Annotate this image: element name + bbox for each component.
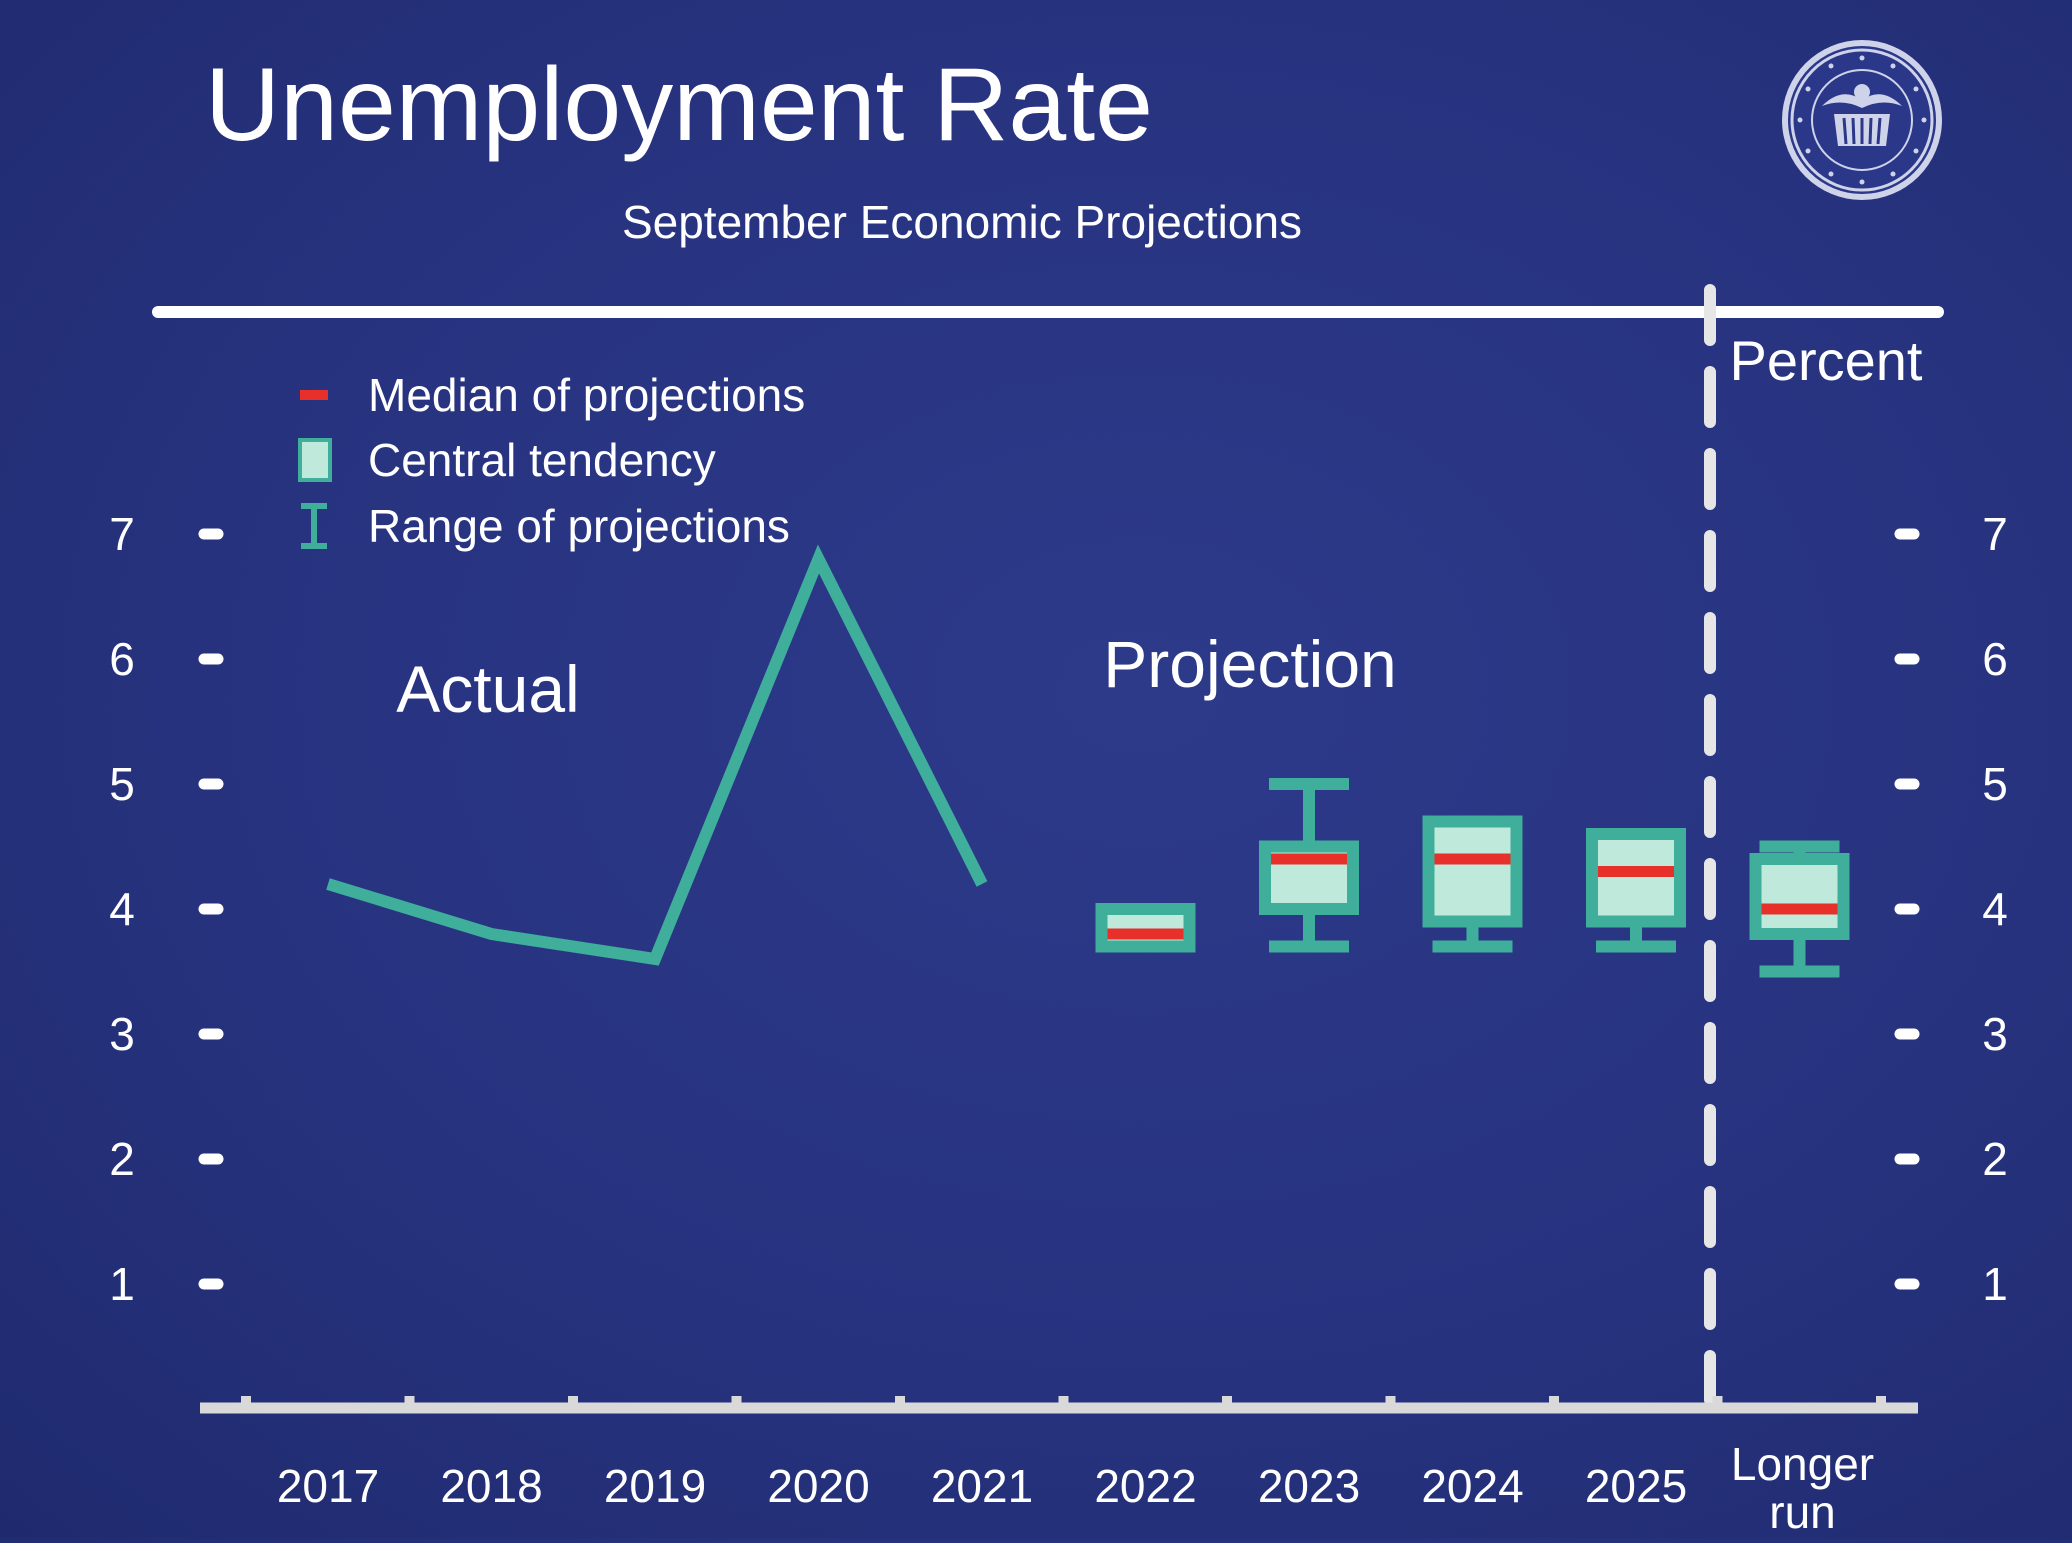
chart-subtitle: September Economic Projections — [622, 196, 1302, 248]
y-tick-label-right: 4 — [1982, 883, 2008, 935]
projection-box-longer-run — [1756, 847, 1844, 972]
projection-series — [1102, 784, 1844, 972]
x-axis: 2017 2018 2019 2020 2021 2022 2023 2024 2025 Long… — [200, 1396, 1918, 1538]
y-tick-label-left: 3 — [109, 1008, 135, 1060]
central-tendency-box — [1429, 822, 1517, 922]
y-tick-label-left: 7 — [109, 508, 135, 560]
x-tick-label: 2021 — [931, 1460, 1033, 1512]
x-tick-label: 2025 — [1585, 1460, 1687, 1512]
y-tick-label-left: 5 — [109, 758, 135, 810]
x-tick-label: 2023 — [1258, 1460, 1360, 1512]
legend-item-median: Median of projections — [300, 369, 805, 421]
central-tendency-swatch-icon — [300, 440, 330, 480]
legend: Median of projections Central tendency Ran… — [300, 369, 805, 552]
y-tick-label-right: 3 — [1982, 1008, 2008, 1060]
y-tick-label-right: 7 — [1982, 508, 2008, 560]
chart-title: Unemployment Rate — [205, 47, 1153, 163]
y-axis-left: 1 2 3 4 5 6 7 — [109, 508, 218, 1310]
y-tick-label-right: 6 — [1982, 633, 2008, 685]
federal-reserve-seal-icon — [1782, 40, 1942, 200]
projection-box-2024 — [1429, 822, 1517, 947]
legend-label: Range of projections — [368, 500, 790, 552]
y-tick-label-right: 2 — [1982, 1133, 2008, 1185]
projection-box-2025 — [1592, 834, 1680, 947]
projection-section-label: Projection — [1103, 627, 1397, 701]
x-tick-label: 2024 — [1421, 1460, 1523, 1512]
y-tick-label-left: 4 — [109, 883, 135, 935]
legend-label: Central tendency — [368, 434, 716, 486]
x-tick-label: 2017 — [277, 1460, 379, 1512]
actual-section-label: Actual — [396, 652, 579, 726]
y-axis-right: 1 2 3 4 5 6 7 — [1900, 508, 2008, 1310]
central-tendency-box — [1592, 834, 1680, 922]
y-tick-label-right: 5 — [1982, 758, 2008, 810]
projection-box-2023 — [1265, 784, 1353, 947]
legend-item-range: Range of projections — [301, 500, 790, 552]
x-tick-label: 2022 — [1094, 1460, 1196, 1512]
x-tick-label: 2018 — [440, 1460, 542, 1512]
x-tick-label: 2020 — [767, 1460, 869, 1512]
y-tick-label-left: 6 — [109, 633, 135, 685]
legend-item-central: Central tendency — [300, 434, 716, 486]
central-tendency-box — [1756, 859, 1844, 934]
central-tendency-box — [1102, 909, 1190, 947]
y-tick-label-left: 1 — [109, 1258, 135, 1310]
actual-unemployment-line — [328, 559, 982, 959]
unit-label: Percent — [1730, 329, 1923, 392]
y-tick-label-right: 1 — [1982, 1258, 2008, 1310]
x-tick-label: 2019 — [604, 1460, 706, 1512]
y-tick-label-left: 2 — [109, 1133, 135, 1185]
legend-label: Median of projections — [368, 369, 805, 421]
projection-box-2022 — [1102, 909, 1190, 947]
actual-series — [328, 559, 982, 959]
